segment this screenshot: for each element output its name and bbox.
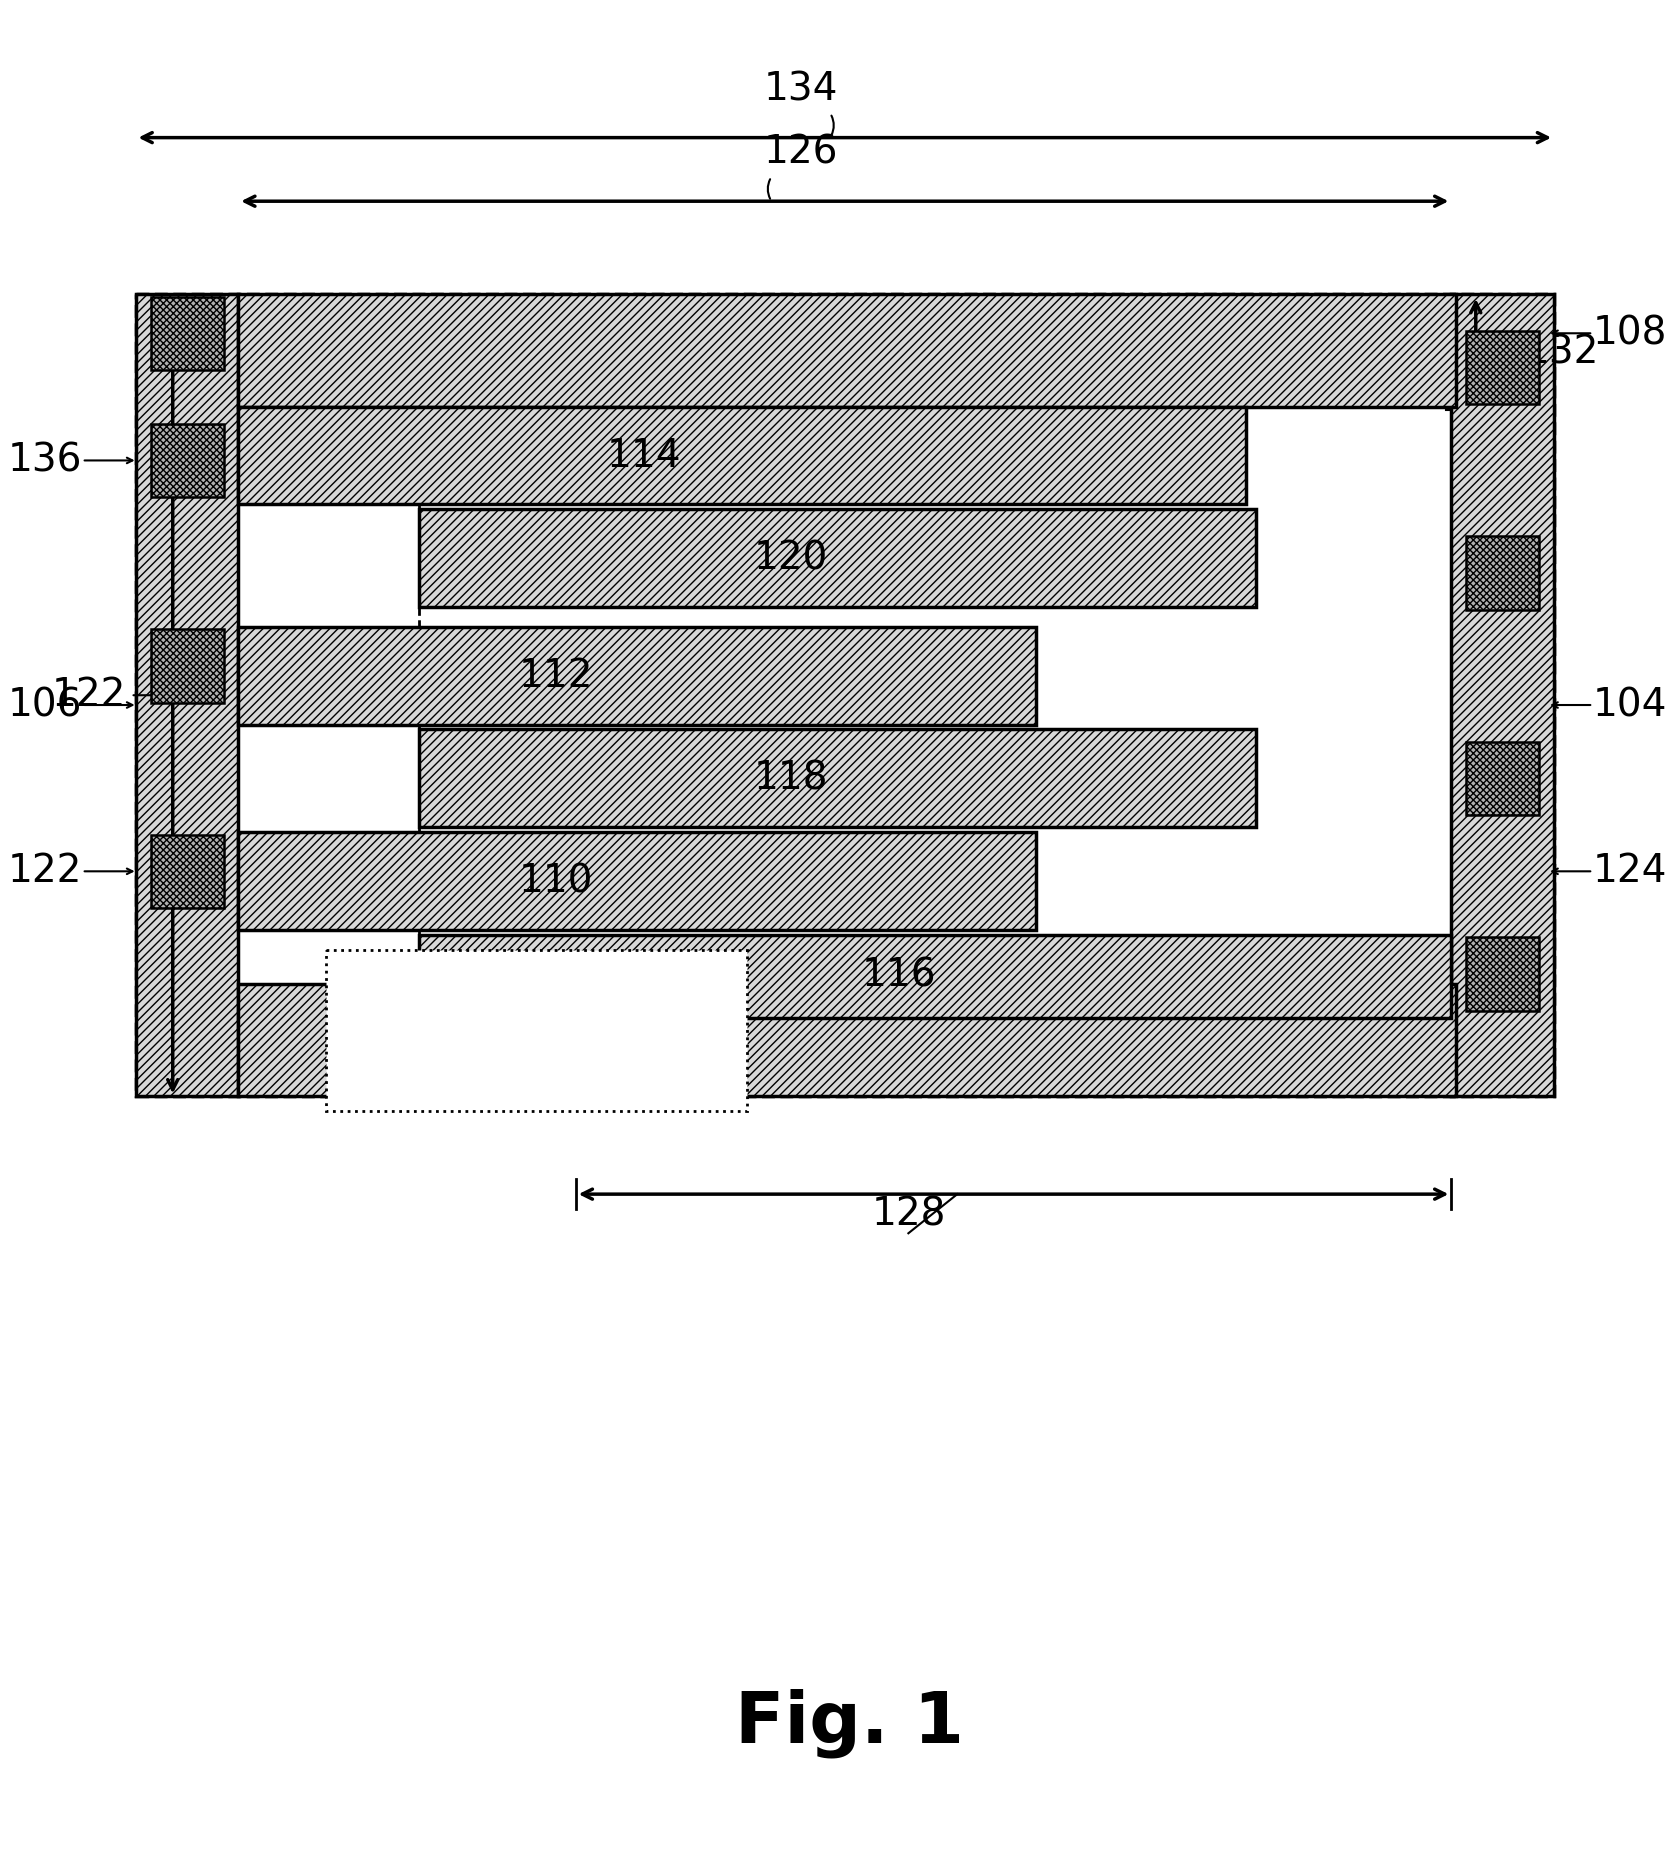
Text: 122: 122: [7, 852, 82, 890]
Text: 122: 122: [52, 676, 126, 715]
Text: 120: 120: [754, 540, 828, 577]
Bar: [1465, 938, 1539, 1011]
Bar: [239, 984, 1457, 1096]
Text: 128: 128: [872, 1195, 946, 1234]
Bar: [239, 832, 1035, 930]
Text: 108: 108: [1593, 315, 1668, 352]
Bar: [1465, 743, 1539, 815]
Bar: [1452, 294, 1554, 1096]
Bar: [1465, 331, 1539, 404]
Bar: [151, 629, 223, 703]
Bar: [1465, 536, 1539, 610]
Text: 116: 116: [862, 957, 936, 996]
Bar: [420, 510, 1255, 607]
Text: 110: 110: [519, 862, 593, 901]
Text: 112: 112: [519, 657, 593, 694]
Bar: [136, 294, 239, 1096]
Bar: [136, 294, 1554, 1096]
Bar: [151, 424, 223, 497]
Bar: [420, 294, 1457, 1096]
Bar: [420, 934, 1452, 1018]
Text: 104: 104: [1593, 687, 1668, 724]
Bar: [239, 294, 1457, 408]
Bar: [151, 834, 223, 908]
Text: 126: 126: [763, 134, 838, 171]
Text: 130: 130: [576, 1020, 650, 1057]
Bar: [151, 296, 223, 370]
Bar: [326, 949, 748, 1111]
Text: 134: 134: [764, 71, 838, 108]
Text: 124: 124: [1593, 852, 1668, 890]
Bar: [239, 408, 1247, 504]
Text: 118: 118: [754, 759, 828, 797]
Text: Fig. 1: Fig. 1: [736, 1688, 964, 1759]
Text: 106: 106: [7, 687, 82, 724]
Text: 114: 114: [606, 437, 682, 475]
Text: 136: 136: [7, 441, 82, 480]
Bar: [239, 627, 1035, 724]
Text: 102: 102: [413, 1020, 487, 1057]
Text: 132: 132: [1525, 333, 1599, 372]
Bar: [420, 730, 1255, 828]
